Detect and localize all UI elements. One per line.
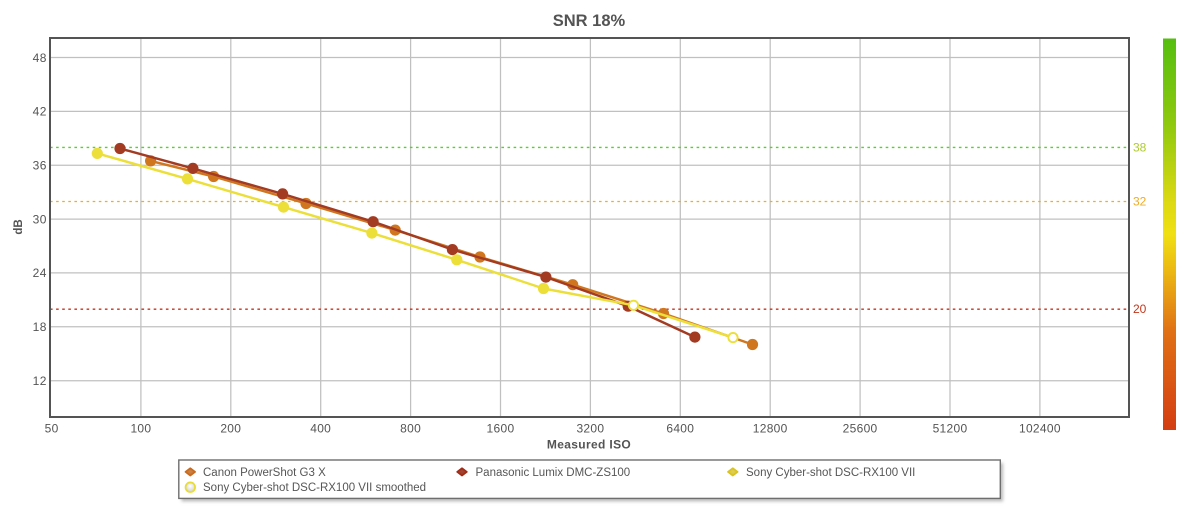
svg-text:30: 30: [33, 212, 47, 226]
svg-text:51200: 51200: [933, 422, 968, 436]
svg-text:24: 24: [33, 266, 47, 280]
svg-text:200: 200: [220, 422, 241, 436]
svg-text:Measured ISO: Measured ISO: [547, 438, 631, 452]
svg-text:20: 20: [1133, 302, 1147, 316]
svg-text:12: 12: [33, 374, 47, 388]
svg-text:42: 42: [33, 105, 47, 119]
svg-text:18: 18: [33, 320, 47, 334]
svg-text:38: 38: [1133, 141, 1147, 155]
svg-text:400: 400: [310, 422, 331, 436]
svg-text:36: 36: [33, 159, 47, 173]
svg-text:Sony Cyber-shot DSC-RX100 VII: Sony Cyber-shot DSC-RX100 VII: [746, 467, 915, 479]
svg-text:dB: dB: [13, 219, 25, 234]
svg-text:25600: 25600: [843, 422, 878, 436]
svg-text:12800: 12800: [753, 422, 788, 436]
svg-text:1600: 1600: [487, 422, 515, 436]
svg-text:Panasonic Lumix DMC-ZS100: Panasonic Lumix DMC-ZS100: [476, 467, 631, 479]
svg-text:50: 50: [45, 422, 59, 436]
svg-text:100: 100: [130, 422, 151, 436]
svg-text:Canon PowerShot G3 X: Canon PowerShot G3 X: [203, 467, 326, 479]
svg-text:SNR 18%: SNR 18%: [553, 12, 626, 30]
svg-text:800: 800: [400, 422, 421, 436]
svg-text:Sony Cyber-shot DSC-RX100 VII: Sony Cyber-shot DSC-RX100 VII smoothed: [203, 482, 426, 494]
svg-text:32: 32: [1133, 195, 1147, 209]
svg-text:48: 48: [33, 51, 47, 65]
svg-text:6400: 6400: [666, 422, 694, 436]
svg-text:102400: 102400: [1019, 422, 1061, 436]
svg-text:3200: 3200: [576, 422, 604, 436]
